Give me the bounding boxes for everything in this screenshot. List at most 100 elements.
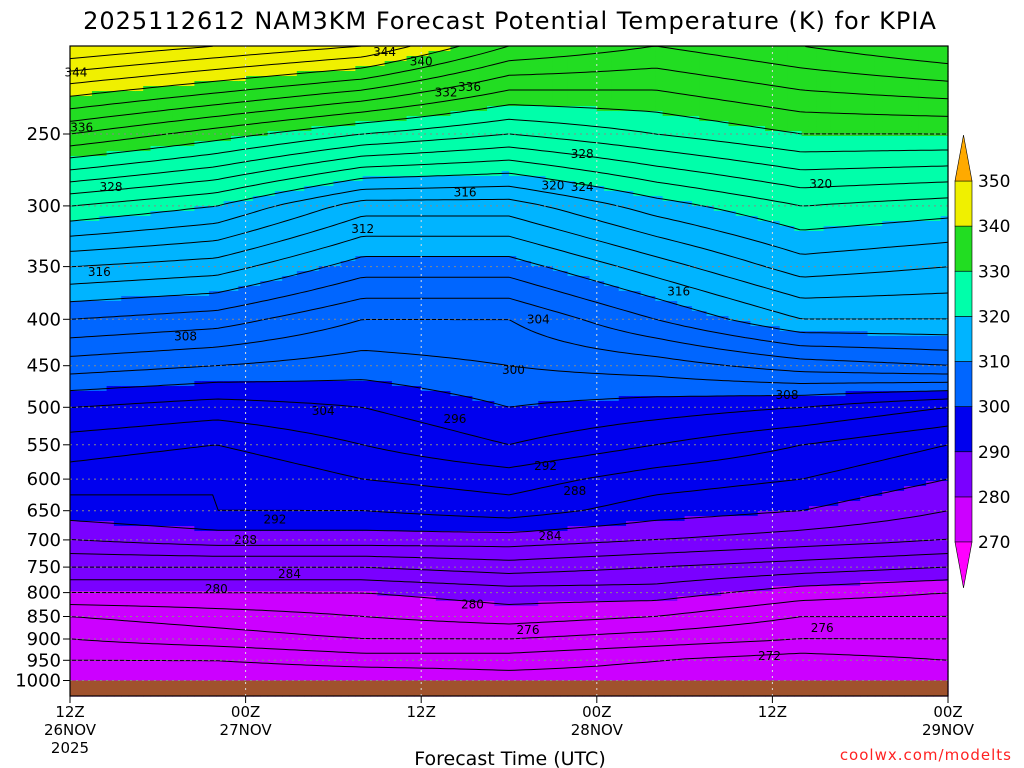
field-cell	[311, 566, 320, 572]
field-cell	[223, 541, 232, 547]
field-cell	[187, 361, 195, 367]
field-cell	[91, 416, 100, 422]
field-cell	[238, 526, 247, 532]
field-cell	[209, 186, 217, 192]
field-cell	[274, 566, 283, 572]
field-cell	[304, 236, 313, 242]
field-cell	[267, 311, 276, 317]
field-cell	[216, 161, 225, 167]
field-cell	[135, 491, 144, 497]
field-cell	[318, 321, 327, 327]
field-cell	[304, 206, 313, 212]
field-cell	[121, 466, 130, 472]
field-cell	[106, 571, 115, 577]
field-cell	[230, 266, 239, 272]
field-cell	[77, 421, 86, 427]
field-cell	[267, 381, 276, 387]
field-cell	[209, 381, 217, 387]
field-cell	[121, 256, 130, 262]
field-cell	[157, 66, 166, 72]
field-cell	[274, 181, 283, 187]
field-cell	[274, 196, 283, 202]
field-cell	[84, 71, 93, 77]
field-cell	[135, 246, 144, 252]
field-cell	[113, 316, 122, 322]
field-cell	[245, 156, 254, 162]
field-cell	[113, 281, 122, 287]
field-cell	[311, 166, 320, 172]
field-cell	[150, 576, 159, 582]
field-cell	[91, 276, 100, 282]
field-cell	[179, 341, 188, 347]
field-cell	[70, 246, 78, 252]
field-cell	[143, 421, 152, 427]
field-cell	[77, 251, 86, 257]
field-cell	[201, 571, 210, 577]
field-cell	[201, 311, 210, 317]
field-cell	[282, 676, 291, 682]
field-cell	[296, 246, 305, 252]
field-cell	[223, 161, 232, 167]
field-cell	[326, 66, 334, 72]
field-cell	[216, 246, 225, 252]
field-cell	[209, 341, 217, 347]
field-cell	[289, 461, 298, 467]
field-cell	[274, 301, 283, 307]
field-cell	[84, 236, 93, 242]
field-cell	[282, 466, 291, 472]
field-cell	[70, 651, 78, 657]
field-cell	[230, 496, 239, 502]
field-cell	[179, 586, 188, 592]
field-cell	[121, 241, 130, 247]
field-cell	[179, 501, 188, 507]
field-cell	[252, 56, 261, 62]
field-cell	[304, 351, 313, 357]
field-cell	[84, 411, 93, 417]
field-cell	[113, 166, 122, 172]
field-cell	[223, 281, 232, 287]
field-cell	[245, 606, 254, 612]
field-cell	[99, 236, 108, 242]
field-cell	[230, 256, 239, 262]
field-cell	[187, 341, 195, 347]
field-cell	[179, 676, 188, 682]
field-cell	[172, 331, 181, 337]
field-cell	[121, 86, 130, 92]
field-cell	[282, 311, 291, 317]
field-cell	[84, 501, 93, 507]
field-cell	[238, 181, 247, 187]
field-cell	[70, 606, 78, 612]
field-cell	[106, 191, 115, 197]
field-cell	[216, 106, 225, 112]
field-cell	[289, 301, 298, 307]
field-cell	[121, 146, 130, 152]
field-cell	[326, 356, 334, 362]
field-cell	[296, 286, 305, 292]
field-cell	[238, 591, 247, 597]
field-cell	[267, 221, 276, 227]
field-cell	[99, 341, 108, 347]
field-cell	[238, 421, 247, 427]
field-cell	[252, 676, 261, 682]
field-cell	[143, 481, 152, 487]
field-cell	[260, 216, 269, 222]
field-cell	[113, 221, 122, 227]
field-cell	[179, 611, 188, 617]
field-cell	[209, 441, 217, 447]
field-cell	[91, 556, 100, 562]
field-cell	[70, 561, 78, 567]
field-cell	[282, 136, 291, 142]
field-cell	[230, 521, 239, 527]
field-cell	[311, 316, 320, 322]
field-cell	[106, 521, 115, 527]
field-cell	[333, 621, 342, 627]
field-cell	[304, 571, 313, 577]
field-cell	[216, 141, 225, 147]
field-cell	[121, 606, 130, 612]
field-cell	[348, 181, 356, 187]
field-cell	[252, 396, 261, 402]
field-cell	[150, 446, 159, 452]
field-cell	[304, 411, 313, 417]
field-cell	[230, 646, 239, 652]
field-cell	[201, 611, 210, 617]
